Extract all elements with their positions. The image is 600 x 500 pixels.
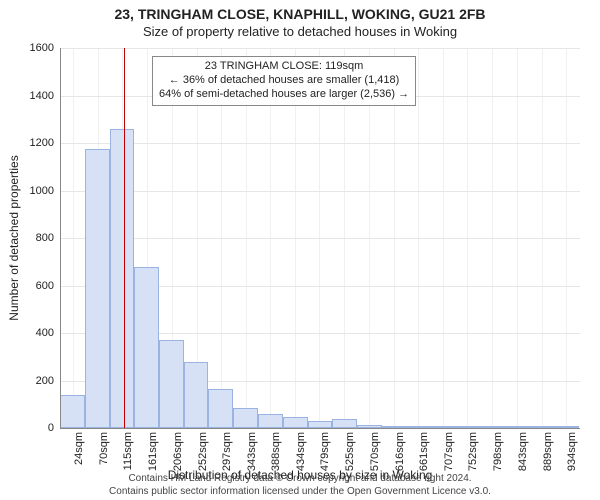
y-tick-label: 400 (36, 327, 54, 339)
x-tick-label: 570sqm (369, 432, 381, 471)
y-tick-label: 1000 (30, 185, 54, 197)
histogram-bar (283, 417, 308, 428)
x-axis-line (60, 428, 580, 429)
y-tick-label: 1400 (30, 90, 54, 102)
y-tick-label: 200 (36, 375, 54, 387)
x-tick-label: 707sqm (443, 432, 455, 471)
footer-attribution: Contains HM Land Registry data © Crown c… (0, 473, 600, 498)
histogram-bar (233, 408, 257, 428)
y-tick-label: 800 (36, 232, 54, 244)
property-marker-line (124, 48, 125, 428)
histogram-bar (258, 414, 283, 428)
chart-title: 23, TRINGHAM CLOSE, KNAPHILL, WOKING, GU… (0, 6, 600, 22)
x-tick-label: 434sqm (295, 432, 307, 471)
y-axis-line (60, 48, 61, 428)
grid-line-h (60, 191, 580, 192)
x-tick-label: 889sqm (542, 432, 554, 471)
x-tick-label: 479sqm (319, 432, 331, 471)
histogram-bar (332, 419, 357, 429)
chart-container: 23, TRINGHAM CLOSE, KNAPHILL, WOKING, GU… (0, 0, 600, 500)
x-tick-label: 752sqm (467, 432, 479, 471)
y-tick-label: 0 (48, 422, 54, 434)
x-tick-label: 206sqm (172, 432, 184, 471)
histogram-bar (110, 129, 134, 428)
y-axis-label: Number of detached properties (7, 155, 21, 320)
chart-subtitle: Size of property relative to detached ho… (0, 24, 600, 39)
x-tick-label: 616sqm (394, 432, 406, 471)
x-tick-label: 252sqm (197, 432, 209, 471)
x-tick-label: 388sqm (270, 432, 282, 471)
annotation-line-3: 64% of semi-detached houses are larger (… (159, 88, 409, 102)
x-tick-label: 798sqm (492, 432, 504, 471)
x-tick-label: 297sqm (221, 432, 233, 471)
annotation-line-2: ← 36% of detached houses are smaller (1,… (159, 74, 409, 88)
y-tick-label: 1600 (30, 42, 54, 54)
annotation-box: 23 TRINGHAM CLOSE: 119sqm← 36% of detach… (152, 56, 416, 106)
x-tick-label: 343sqm (246, 432, 258, 471)
histogram-bar (85, 149, 110, 428)
histogram-bar (134, 267, 159, 429)
histogram-bar (208, 389, 233, 428)
histogram-bar (159, 340, 184, 428)
x-tick-label: 525sqm (344, 432, 356, 471)
x-tick-label: 24sqm (73, 432, 85, 465)
x-tick-label: 661sqm (418, 432, 430, 471)
footer-line-2: Contains public sector information licen… (0, 486, 600, 499)
footer-line-1: Contains HM Land Registry data © Crown c… (0, 473, 600, 486)
x-tick-label: 115sqm (122, 432, 134, 470)
y-tick-label: 1200 (30, 137, 54, 149)
plot-area: 24sqm70sqm115sqm161sqm206sqm252sqm297sqm… (60, 48, 580, 428)
x-tick-label: 70sqm (98, 432, 110, 465)
x-tick-label: 161sqm (147, 432, 159, 471)
grid-line-h (60, 143, 580, 144)
y-tick-label: 600 (36, 280, 54, 292)
annotation-line-1: 23 TRINGHAM CLOSE: 119sqm (159, 60, 409, 74)
grid-line-h (60, 238, 580, 239)
grid-line-h (60, 48, 580, 49)
histogram-bar (184, 362, 208, 429)
histogram-bar (60, 395, 85, 428)
x-tick-label: 843sqm (517, 432, 529, 471)
histogram-bar (308, 421, 332, 428)
x-tick-label: 934sqm (566, 432, 578, 471)
